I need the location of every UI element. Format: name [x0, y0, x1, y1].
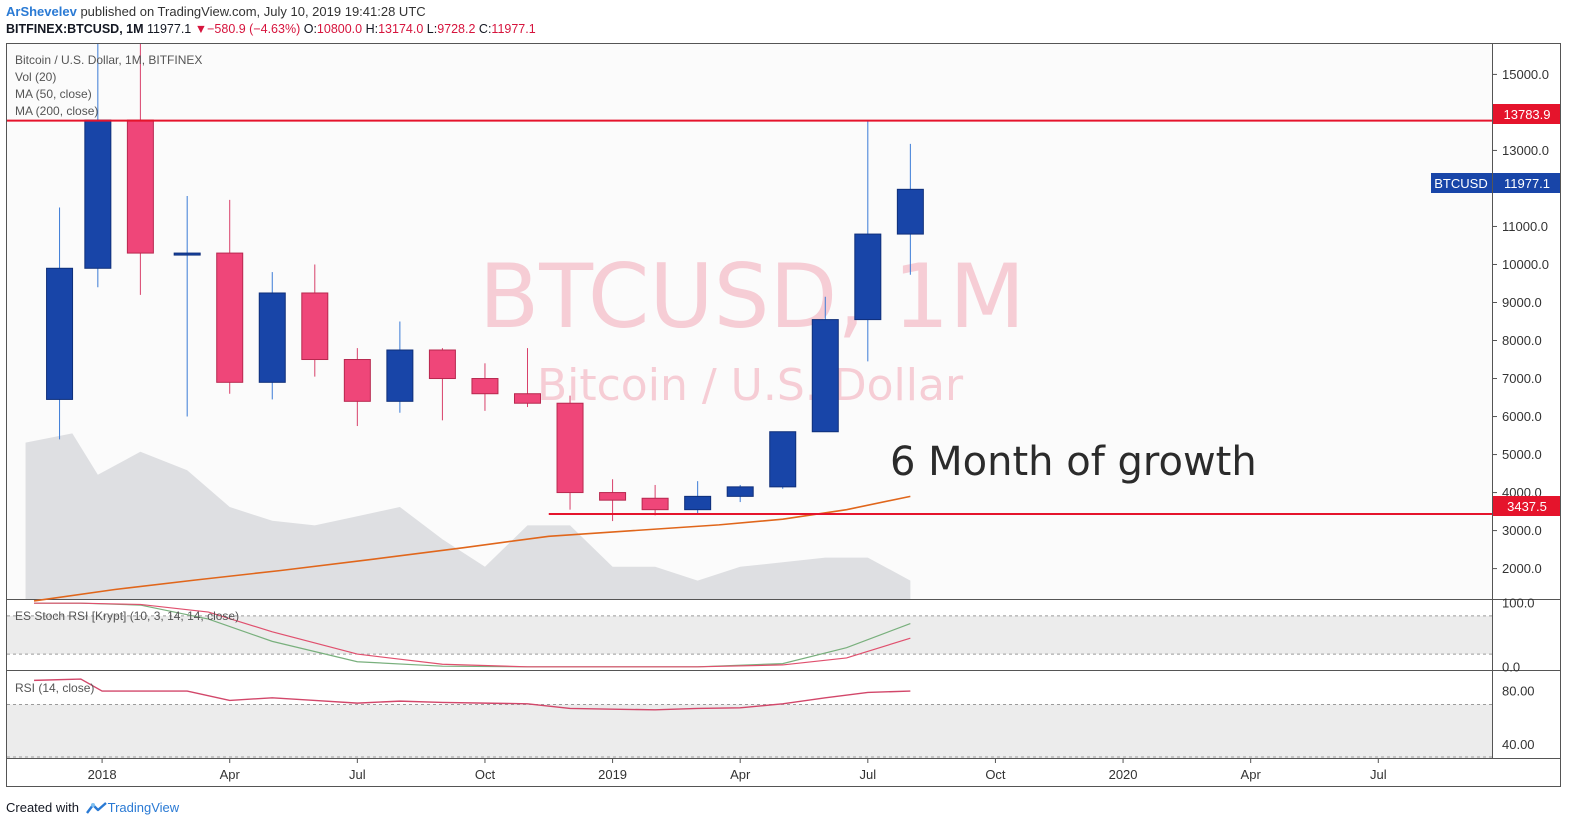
watermark-description: Bitcoin / U.S. Dollar: [537, 360, 964, 411]
low-value: 9728.2: [437, 22, 476, 36]
tradingview-logo-icon: [85, 801, 108, 818]
time-tick-label: Apr: [220, 767, 241, 782]
candle-body: [84, 119, 112, 269]
rsi-band: [7, 704, 1492, 758]
price-tick-label: 8000.0: [1502, 333, 1542, 348]
price-change: −580.9 (−4.63%): [207, 22, 301, 36]
time-tick-label: Jul: [349, 767, 366, 782]
publish-header: ArShevelev published on TradingView.com,…: [6, 4, 426, 19]
stoch-tick-label: 0.0: [1502, 659, 1520, 674]
candle-body: [556, 402, 584, 494]
stoch-series-D: [34, 602, 911, 668]
time-tick-label: Jul: [1370, 767, 1387, 782]
resistance-price-label: 13783.9: [1504, 107, 1551, 122]
ma-line: [33, 495, 911, 602]
open-value: 10800.0: [316, 22, 363, 36]
price-tick-label: 10000.0: [1502, 257, 1549, 272]
symbol-label: BITFINEX:BTCUSD, 1M: [6, 22, 144, 36]
tradingview-brand-link[interactable]: TradingView: [107, 800, 180, 815]
candle-body: [173, 252, 201, 256]
stoch-rsi-lines: [34, 602, 911, 668]
author-link[interactable]: ArShevelev: [6, 4, 77, 19]
price-tick-label: 2000.0: [1502, 561, 1542, 576]
time-tick-label: 2020: [1109, 767, 1138, 782]
ma-line-path: [33, 495, 911, 602]
high-value: 13174.0: [378, 22, 424, 36]
published-text: published on TradingView.com, July 10, 2…: [80, 4, 426, 19]
time-tick-label: 2019: [598, 767, 627, 782]
time-axis[interactable]: 2018 Apr Jul Oct 2019 Apr Jul Oct 2020 Apr Jul: [88, 758, 1387, 782]
close-label: C:: [478, 22, 492, 36]
rsi-series: [34, 678, 911, 711]
ohlc-header: BITFINEX:BTCUSD, 1M 11977.1 ▼−580.9 (−4.…: [6, 22, 536, 36]
stoch-legend: ES Stoch RSI [Krypt] (10, 3, 14, 14, clo…: [15, 609, 239, 623]
time-tick-label: Jul: [860, 767, 877, 782]
stoch-series-K: [34, 602, 911, 668]
low-label: L:: [426, 22, 438, 36]
price-tick-label: 9000.0: [1502, 295, 1542, 310]
symbol-tag-label: BTCUSD: [1434, 176, 1487, 191]
watermark-symbol: BTCUSD, 1M: [479, 245, 1025, 348]
stoch-tick-label: 100.0: [1502, 596, 1535, 611]
time-tick-label: Oct: [985, 767, 1006, 782]
candle-body: [513, 393, 541, 404]
legend-ma200: MA (200, close): [15, 104, 98, 118]
candle-body: [641, 497, 669, 511]
candle-body: [258, 292, 286, 383]
down-arrow-icon: ▼: [194, 22, 208, 36]
open-label: O:: [303, 22, 317, 36]
candle-body: [854, 233, 882, 321]
close-value: 11977.1: [491, 22, 536, 36]
rsi-line: [34, 678, 911, 711]
candle-body: [428, 349, 456, 380]
candle-body: [769, 431, 797, 488]
price-tick-label: 13000.0: [1502, 143, 1549, 158]
support-price-label: 3437.5: [1507, 499, 1547, 514]
candle-body: [471, 378, 499, 395]
high-label: H:: [365, 22, 379, 36]
rsi-tick-label: 40.00: [1502, 737, 1535, 752]
time-tick-label: Apr: [730, 767, 751, 782]
last-price-label: 11977.1: [1504, 176, 1550, 191]
legend-title: Bitcoin / U.S. Dollar, 1M, BITFINEX: [15, 53, 202, 67]
candle-body: [599, 492, 627, 501]
candle-body: [126, 119, 154, 254]
resistance-price-tag: [1493, 104, 1560, 124]
footer: Created with TradingView: [6, 800, 179, 818]
price-tick-label: 3000.0: [1502, 523, 1542, 538]
candle-body: [811, 319, 839, 433]
symbol-tag: [1431, 173, 1492, 193]
candle-body: [684, 495, 712, 511]
rsi-legend: RSI (14, close): [15, 681, 94, 695]
price-tick-label: 6000.0: [1502, 409, 1542, 424]
time-tick-label: Apr: [1241, 767, 1262, 782]
legend-ma50: MA (50, close): [15, 87, 92, 101]
time-tick-label: 2018: [88, 767, 117, 782]
rsi-tick-label: 80.00: [1502, 684, 1535, 699]
candle-body: [896, 188, 924, 235]
candle-body: [386, 349, 414, 402]
candle-body: [726, 486, 754, 497]
growth-annotation[interactable]: 6 Month of growth: [890, 439, 1257, 485]
volume-area: [25, 433, 911, 599]
price-tick-label: 11000.0: [1502, 219, 1548, 234]
price-tick-label: 7000.0: [1502, 371, 1542, 386]
candle-body: [216, 252, 244, 383]
volume-area-shape: [25, 433, 911, 599]
candle-body: [46, 267, 74, 400]
horizontal-lines: [7, 119, 1492, 515]
price-tick-label: 5000.0: [1502, 447, 1542, 462]
candles: [46, 44, 924, 522]
price-tick-label: 15000.0: [1502, 67, 1549, 82]
price-pane-bg: [7, 44, 1492, 599]
time-tick-label: Oct: [475, 767, 496, 782]
candle-body: [301, 292, 329, 361]
support-price-tag: [1493, 496, 1560, 516]
legend-volume: Vol (20): [15, 70, 56, 84]
last-price: 11977.1: [146, 22, 192, 36]
last-price-tag: [1493, 173, 1560, 193]
created-with-text: Created with: [6, 800, 79, 815]
candle-body: [343, 359, 371, 402]
